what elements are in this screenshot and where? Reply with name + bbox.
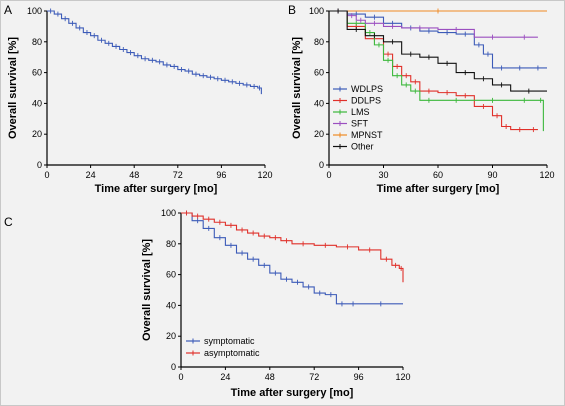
- x-tick-label: 96: [354, 372, 364, 382]
- y-tick-label: 100: [161, 208, 176, 218]
- legend-entry: asymptomatic: [186, 348, 260, 358]
- y-tick-label: 60: [166, 270, 176, 280]
- y-tick-label: 20: [32, 129, 42, 139]
- legend-label: MPNST: [351, 130, 383, 140]
- x-tick-label: 0: [44, 170, 49, 180]
- legend-label: Other: [351, 142, 374, 152]
- y-tick-label: 20: [314, 129, 324, 139]
- panel-label: B: [288, 3, 296, 17]
- x-tick-label: 48: [129, 170, 139, 180]
- x-tick-label: 60: [433, 170, 443, 180]
- legend-entry: Other: [333, 142, 374, 152]
- legend-label: asymptomatic: [204, 348, 260, 358]
- x-tick-label: 24: [86, 170, 96, 180]
- y-axis-label: Overall survival [%]: [7, 37, 19, 139]
- y-axis-label: Overall survival [%]: [141, 239, 153, 341]
- x-tick-label: 24: [220, 372, 230, 382]
- legend-entry: symptomatic: [186, 336, 255, 346]
- x-tick-label: 72: [173, 170, 183, 180]
- legend-label: DDLPS: [351, 96, 381, 106]
- x-tick-label: 90: [487, 170, 497, 180]
- y-tick-label: 80: [166, 239, 176, 249]
- y-tick-label: 80: [314, 37, 324, 47]
- x-tick-label: 0: [326, 170, 331, 180]
- legend-label: SFT: [351, 119, 369, 129]
- y-tick-label: 40: [166, 300, 176, 310]
- x-tick-label: 120: [257, 170, 272, 180]
- legend-label: WDLPS: [351, 84, 383, 94]
- series-line: [47, 10, 262, 95]
- panel-label: A: [4, 3, 12, 17]
- x-tick-label: 96: [216, 170, 226, 180]
- y-tick-label: 100: [309, 6, 324, 16]
- series-symptomatic: [181, 212, 403, 305]
- y-tick-label: 0: [319, 160, 324, 170]
- x-axis-label: Time after surgery [mo]: [231, 387, 354, 399]
- x-tick-label: 72: [309, 372, 319, 382]
- y-tick-label: 0: [37, 160, 42, 170]
- y-tick-label: 80: [32, 37, 42, 47]
- y-tick-label: 60: [32, 68, 42, 78]
- panel-c: C Overall survival [%] Time after surger…: [4, 208, 411, 399]
- series-asymptomatic: [181, 212, 404, 283]
- y-tick-label: 40: [314, 98, 324, 108]
- x-tick-label: 30: [378, 170, 388, 180]
- x-axis-label: Time after surgery [mo]: [95, 183, 218, 195]
- x-axis-label: Time after surgery [mo]: [377, 183, 500, 195]
- legend-entry: WDLPS: [333, 84, 383, 94]
- panel-b: B Overall survival [%] Time after surger…: [288, 3, 555, 195]
- y-tick-label: 0: [171, 362, 176, 372]
- legend-label: symptomatic: [204, 336, 255, 346]
- x-tick-label: 120: [395, 372, 410, 382]
- y-tick-label: 40: [32, 98, 42, 108]
- legend-entry: MPNST: [333, 130, 383, 140]
- series-wdlps: [329, 10, 547, 69]
- series-sft: [329, 10, 538, 38]
- x-tick-label: 48: [265, 372, 275, 382]
- legend-label: LMS: [351, 107, 370, 117]
- y-axis-label: Overall survival [%]: [291, 37, 303, 139]
- legend-entry: DDLPS: [333, 96, 381, 106]
- panel-label: C: [4, 215, 13, 229]
- legend-entry: LMS: [333, 107, 370, 117]
- y-tick-label: 20: [166, 331, 176, 341]
- x-tick-label: 120: [539, 170, 554, 180]
- panel-a: A Overall survival [%] Time after surger…: [4, 3, 273, 195]
- legend-entry: SFT: [333, 119, 369, 129]
- y-tick-label: 100: [27, 6, 42, 16]
- y-tick-label: 60: [314, 68, 324, 78]
- x-tick-label: 0: [178, 372, 183, 382]
